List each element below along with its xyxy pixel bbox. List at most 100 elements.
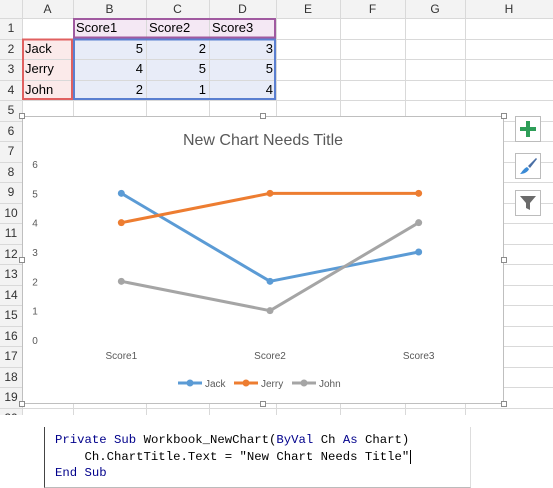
name-cell[interactable]: Jack [25, 41, 52, 56]
chart-elements-icon [520, 121, 536, 137]
values-range-outline [73, 38, 276, 100]
value-cell[interactable]: 4 [135, 61, 143, 76]
value-cell[interactable]: 1 [198, 82, 206, 97]
data-point-john[interactable] [266, 307, 274, 315]
legend-label-jerry: Jerry [261, 379, 283, 390]
value-cell[interactable]: 2 [135, 82, 143, 97]
x-tick-label: Score1 [105, 351, 137, 362]
names-range-outline [22, 38, 73, 100]
value-cell[interactable]: 3 [265, 41, 273, 56]
resize-handle[interactable] [19, 113, 25, 119]
code-line-1: Private Sub Workbook_NewChart(ByVal Ch A… [55, 432, 409, 448]
row-header-18[interactable]: 18 [4, 370, 18, 384]
headers-range-fill [73, 18, 276, 39]
row-header-13[interactable]: 13 [4, 267, 18, 281]
resize-handle[interactable] [260, 401, 266, 407]
name-cell[interactable]: John [25, 82, 54, 97]
row-header-3[interactable]: 3 [7, 62, 15, 76]
column-header-c[interactable]: C [173, 2, 182, 16]
sub-signature-start: Workbook_NewChart( [136, 433, 277, 447]
resize-handle[interactable] [501, 401, 507, 407]
data-point-jerry[interactable] [266, 189, 274, 197]
names-range-fill [22, 38, 73, 100]
row-header-12[interactable]: 12 [4, 247, 18, 261]
row-header-7[interactable]: 7 [7, 144, 15, 158]
row-header-17[interactable]: 17 [4, 349, 18, 363]
row-header-15[interactable]: 15 [4, 308, 18, 322]
column-header-a[interactable]: A [43, 2, 52, 16]
line-chart[interactable]: New Chart Needs Title 0 1 2 3 4 5 6 Score1 Score2… [22, 116, 504, 404]
row-header-11[interactable]: 11 [4, 226, 18, 240]
data-point-jack[interactable] [266, 277, 274, 285]
y-tick-label: 6 [32, 160, 38, 171]
row-header-16[interactable]: 16 [4, 329, 18, 343]
value-cell[interactable]: 2 [198, 41, 206, 56]
y-tick-label: 5 [32, 189, 38, 200]
keyword-private: Private [55, 433, 107, 447]
row-header-10[interactable]: 10 [4, 206, 18, 220]
y-tick-label: 2 [32, 277, 38, 288]
header-cell[interactable]: Score1 [76, 20, 118, 35]
row-header-8[interactable]: 8 [7, 165, 15, 179]
chart-elements-button[interactable] [515, 116, 541, 142]
resize-handle[interactable] [260, 113, 266, 119]
chart-filters-button[interactable] [515, 190, 541, 216]
row-header-2[interactable]: 2 [7, 42, 15, 56]
row-header-14[interactable]: 14 [4, 288, 18, 302]
row-header-9[interactable]: 9 [7, 185, 15, 199]
select-all-corner[interactable] [0, 0, 22, 18]
keyword-byval: ByVal [276, 433, 314, 447]
resize-handle[interactable] [501, 113, 507, 119]
column-header-d[interactable]: D [238, 2, 247, 16]
legend-label-john: John [319, 379, 341, 390]
chart-styles-button[interactable] [515, 153, 541, 179]
series-line-john[interactable] [121, 221, 420, 313]
header-cell[interactable]: Score2 [149, 20, 191, 35]
code-statement: Ch.ChartTitle.Text = "New Chart Needs Ti… [55, 450, 410, 464]
y-tick-label: 0 [32, 336, 38, 347]
legend-marker-jerry [242, 379, 250, 387]
headers-range-outline [73, 18, 276, 39]
series-line-jack[interactable] [120, 192, 419, 283]
row-header-bar [0, 0, 22, 415]
row-header-6[interactable]: 6 [7, 124, 15, 138]
vba-code-window[interactable]: Private Sub Workbook_NewChart(ByVal Ch A… [44, 427, 471, 488]
data-point-jack[interactable] [415, 248, 423, 256]
param-type: Chart) [357, 433, 410, 447]
column-header-e[interactable]: E [303, 2, 312, 16]
column-header-b[interactable]: B [105, 2, 114, 16]
row-header-1[interactable]: 1 [7, 21, 15, 35]
resize-handle[interactable] [19, 257, 25, 263]
data-point-jerry[interactable] [117, 219, 125, 227]
data-point-jerry[interactable] [415, 189, 423, 197]
value-cell[interactable]: 5 [265, 61, 273, 76]
resize-handle[interactable] [19, 401, 25, 407]
y-tick-label: 4 [32, 219, 38, 230]
header-cell[interactable]: Score3 [212, 20, 254, 35]
column-header-g[interactable]: G [430, 2, 440, 16]
value-cell[interactable]: 5 [198, 61, 206, 76]
data-point-jack[interactable] [117, 189, 125, 197]
name-cell[interactable]: Jerry [25, 61, 54, 76]
chart-plot: New Chart Needs Title 0 1 2 3 4 5 6 Score1 Score2… [32, 132, 435, 390]
row-header-5[interactable]: 5 [7, 103, 15, 117]
row-header-19[interactable]: 19 [4, 390, 18, 404]
data-point-john[interactable] [415, 219, 423, 227]
row-header-20[interactable]: 20 [0, 408, 22, 415]
x-tick-label: Score3 [403, 351, 435, 362]
code-line-3: End Sub [55, 466, 107, 480]
chart-title: New Chart Needs Title [183, 132, 343, 149]
column-header-h[interactable]: H [504, 2, 514, 16]
code-line-2: Ch.ChartTitle.Text = "New Chart Needs Ti… [55, 449, 412, 465]
keyword-as: As [342, 433, 358, 447]
chart-filters-icon [520, 196, 536, 210]
data-point-john[interactable] [117, 277, 125, 285]
column-header-f[interactable]: F [368, 2, 377, 16]
legend-marker-john [300, 379, 308, 387]
value-cell[interactable]: 4 [265, 82, 273, 97]
row-header-4[interactable]: 4 [7, 83, 15, 97]
value-cell[interactable]: 5 [135, 41, 143, 56]
param-name: Ch [313, 433, 343, 447]
y-tick-label: 3 [32, 248, 38, 259]
resize-handle[interactable] [501, 257, 507, 263]
